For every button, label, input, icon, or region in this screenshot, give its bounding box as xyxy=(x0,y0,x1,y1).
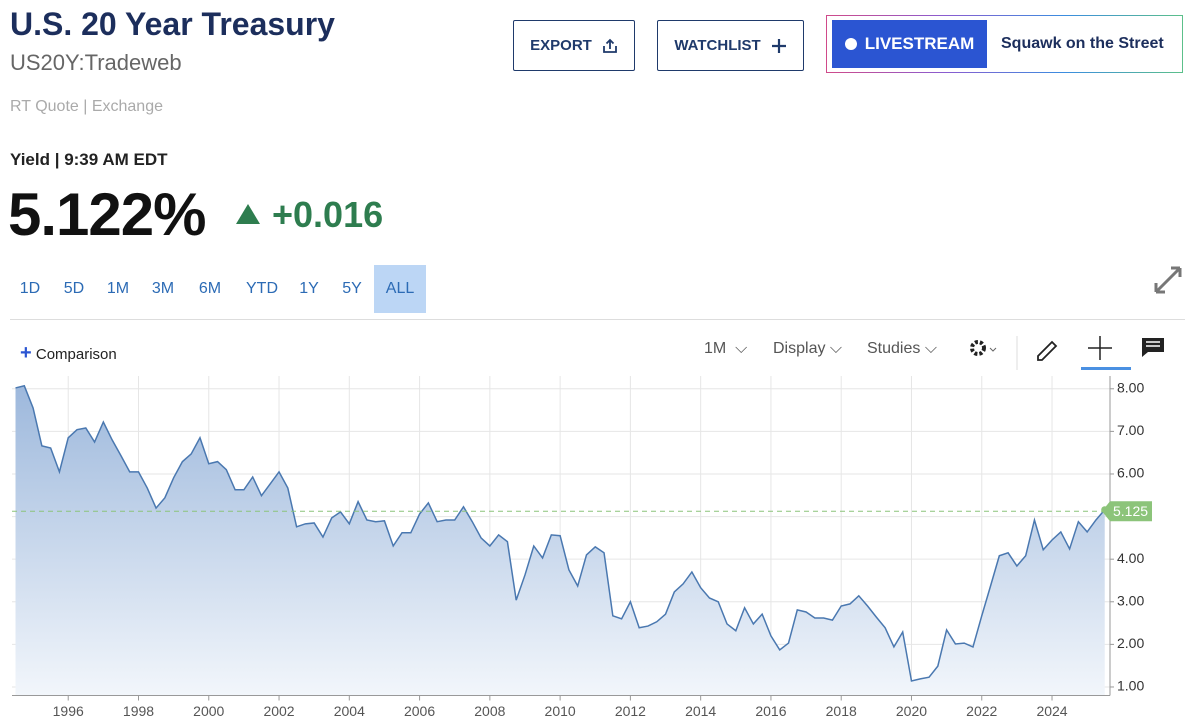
interval-label: 1M xyxy=(704,340,727,357)
comparison-button[interactable]: + Comparison xyxy=(20,342,117,365)
export-button[interactable]: EXPORT xyxy=(513,20,635,71)
studies-label: Studies xyxy=(867,340,921,357)
symbol: US20Y:Tradeweb xyxy=(10,50,182,75)
page-title: U.S. 20 Year Treasury xyxy=(10,6,335,42)
plus: + xyxy=(20,342,32,364)
range-tab[interactable]: 6M xyxy=(198,280,222,297)
range-tab[interactable]: 5Y xyxy=(342,280,362,297)
y-tick-label: 1.00 xyxy=(1117,678,1144,694)
x-tick-label: 2024 xyxy=(1036,703,1067,719)
x-tick-label: 2010 xyxy=(545,703,576,719)
price: 5.122% xyxy=(8,181,206,248)
livestream-box[interactable]: LIVESTREAM Squawk on the Street xyxy=(826,15,1183,73)
y-tick-label: 7.00 xyxy=(1117,422,1144,438)
livestream-button[interactable]: LIVESTREAM xyxy=(832,20,987,68)
line xyxy=(15,384,1106,682)
x-tick-label: 1998 xyxy=(123,703,154,719)
live-dot xyxy=(844,38,857,50)
watchlist-label: WATCHLIST xyxy=(674,37,761,54)
y-tick-label: 8.00 xyxy=(1117,379,1144,395)
tool-icons[interactable] xyxy=(966,336,1186,372)
range-tab[interactable]: 1M xyxy=(106,280,130,297)
export-label: EXPORT xyxy=(530,37,592,54)
y-tick-label: 4.00 xyxy=(1117,550,1144,566)
range-tab[interactable]: 1Y xyxy=(299,280,319,297)
show-name: Squawk on the Street xyxy=(1001,35,1164,52)
x-tick-label: 2012 xyxy=(615,703,646,719)
x-tick-label: 2002 xyxy=(263,703,294,719)
range-tab[interactable]: 3M xyxy=(151,280,175,297)
x-tick-label: 2022 xyxy=(966,703,997,719)
display-label: Display xyxy=(773,340,826,357)
plus-icon xyxy=(771,38,786,53)
livestream-label: LIVESTREAM xyxy=(864,34,975,53)
x-tick-label: 2020 xyxy=(896,703,927,719)
x-tick-label: 2018 xyxy=(826,703,857,719)
interval-menu[interactable]: 1M ⌵ xyxy=(704,340,748,357)
expand-icon[interactable] xyxy=(1152,264,1184,296)
x-tick-label: 2008 xyxy=(474,703,505,719)
change: +0.016 xyxy=(272,194,384,235)
up-arrow xyxy=(236,204,260,224)
area xyxy=(15,385,1105,696)
separator xyxy=(10,319,1185,320)
x-tick-label: 2016 xyxy=(755,703,786,719)
comparison-label: Comparison xyxy=(35,346,117,363)
x-tick-label: 2004 xyxy=(334,703,365,719)
y-tick-label: 2.00 xyxy=(1117,635,1144,651)
last-value-badge xyxy=(1102,501,1152,522)
quote-label: Yield | 9:39 AM EDT xyxy=(10,150,168,169)
last-value-label: 5.125 xyxy=(1113,503,1148,519)
x-tick-label: 2000 xyxy=(193,703,224,719)
range-tab[interactable]: 5D xyxy=(63,280,85,297)
quote-type: RT Quote | Exchange xyxy=(10,98,163,115)
export-icon xyxy=(602,38,617,53)
x-tick-label: 2014 xyxy=(685,703,716,719)
range-tab[interactable]: ALL xyxy=(374,265,426,313)
x-tick-label: 1996 xyxy=(53,703,84,719)
watchlist-button[interactable]: WATCHLIST xyxy=(657,20,804,71)
range-tab[interactable]: 1D xyxy=(19,280,41,297)
display-menu[interactable]: Display ⌵ xyxy=(773,340,843,357)
y-tick-label: 3.00 xyxy=(1117,592,1144,608)
range-tab[interactable]: YTD xyxy=(246,280,278,297)
y-tick-label: 6.00 xyxy=(1117,465,1144,481)
studies-menu[interactable]: Studies ⌵ xyxy=(867,340,937,357)
x-tick-label: 2006 xyxy=(404,703,435,719)
